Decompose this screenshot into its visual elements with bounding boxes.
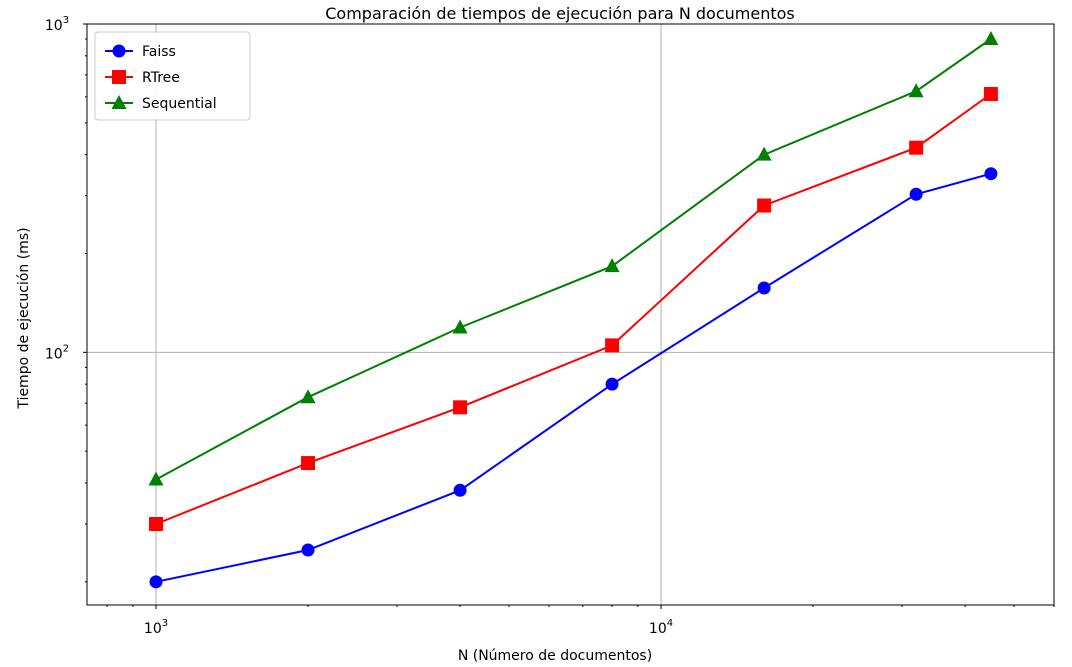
legend-box bbox=[94, 31, 251, 121]
data-point-faiss bbox=[453, 483, 467, 497]
data-point-faiss bbox=[605, 377, 619, 391]
data-point-sequential bbox=[756, 146, 772, 161]
series-line-sequential bbox=[155, 38, 992, 481]
legend: Faiss RTree Sequential bbox=[94, 31, 251, 121]
legend-label: RTree bbox=[142, 70, 180, 86]
data-point-faiss bbox=[984, 167, 998, 181]
legend-item-sequential: Sequential bbox=[105, 95, 217, 112]
legend-marker bbox=[112, 70, 126, 84]
data-point-rtree bbox=[605, 338, 620, 353]
series-sequential bbox=[148, 31, 999, 486]
data-point-sequential bbox=[908, 83, 924, 98]
y-axis-label: Tiempo de ejecución (ms) bbox=[16, 227, 32, 409]
data-point-rtree bbox=[453, 400, 468, 415]
data-point-rtree bbox=[909, 140, 924, 155]
legend-marker bbox=[111, 95, 127, 109]
legend-label: Sequential bbox=[142, 96, 217, 112]
data-point-rtree bbox=[301, 456, 316, 471]
chart-title: Comparación de tiempos de ejecución para… bbox=[325, 4, 795, 23]
x-axis-label: N (Número de documentos) bbox=[458, 648, 652, 664]
data-point-sequential bbox=[300, 389, 316, 404]
plot-frame bbox=[86, 23, 1055, 606]
data-point-sequential bbox=[452, 319, 468, 334]
legend-item-rtree: RTree bbox=[105, 70, 180, 86]
series-line-faiss bbox=[155, 172, 992, 583]
y-tick-label: 102 bbox=[45, 343, 69, 362]
series-faiss bbox=[149, 167, 998, 589]
y-tick-label: 103 bbox=[45, 15, 69, 34]
data-point-rtree bbox=[983, 87, 998, 102]
data-point-rtree bbox=[149, 517, 164, 532]
x-tick-label: 103 bbox=[144, 618, 168, 637]
series-line-rtree bbox=[155, 93, 992, 525]
legend-label: Faiss bbox=[142, 44, 176, 60]
data-point-sequential bbox=[604, 258, 620, 273]
x-tick-label: 104 bbox=[649, 618, 673, 637]
data-point-sequential bbox=[148, 471, 164, 486]
legend-item-faiss: Faiss bbox=[105, 44, 176, 60]
series-rtree bbox=[149, 87, 998, 532]
series-layer bbox=[148, 31, 999, 589]
legend-marker bbox=[112, 44, 126, 58]
data-point-faiss bbox=[909, 187, 923, 201]
data-point-rtree bbox=[757, 198, 772, 213]
data-point-sequential bbox=[983, 31, 999, 46]
y-axis: 102 103 bbox=[45, 15, 87, 583]
x-axis: 103 104 bbox=[106, 605, 1055, 637]
data-point-faiss bbox=[757, 281, 771, 295]
data-point-faiss bbox=[149, 575, 163, 589]
data-point-faiss bbox=[301, 543, 315, 557]
